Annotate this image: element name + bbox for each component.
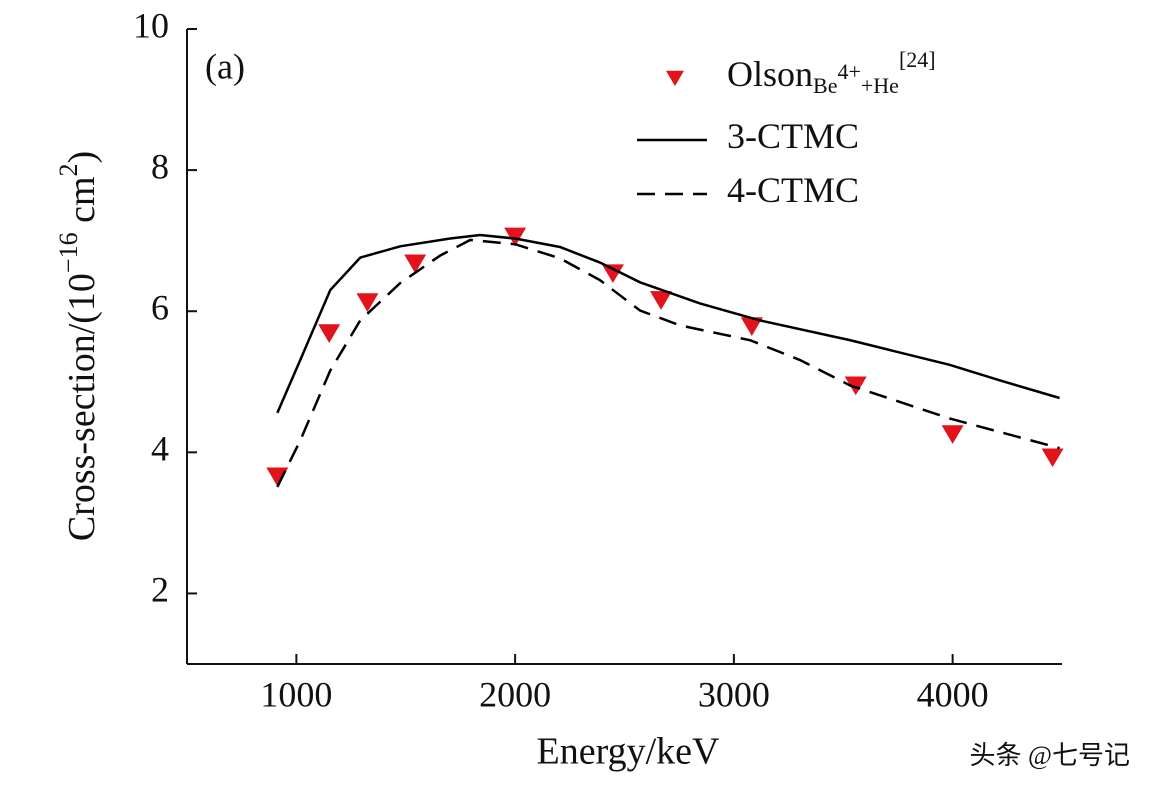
data-point [740,317,763,336]
x-tick-label: 4000 [917,674,989,714]
legend-name: 3-CTMC [727,116,859,156]
legend-sub-sup: 4+ [837,59,860,84]
data-point [601,264,624,284]
watermark: 头条 @七号记 [970,741,1130,770]
y-axis-label-part: cm [61,176,103,232]
data-point [504,227,527,247]
legend-name: Olson [727,54,813,94]
y-axis-label-part: ) [61,151,103,164]
data-point [1041,448,1064,468]
y-tick-label: 6 [151,287,169,327]
y-axis-label-part: −16 [54,232,83,273]
data-point [318,324,341,343]
x-tick-label: 3000 [698,674,770,714]
legend-sub: Be [813,73,837,98]
data-point [941,425,964,444]
annotation: (a) [205,46,245,86]
legend-label: OlsonBe4++He[24] [727,47,936,98]
legend-label: 3-CTMC [727,116,859,156]
legend-name: 4-CTMC [727,170,859,210]
legend-marker [666,70,684,87]
y-axis-label-part: Cross-section/(10 [61,273,103,541]
y-tick-label: 8 [151,146,169,186]
legend-sub-after: +He [861,73,899,98]
x-axis-label: Energy/keV [537,731,720,773]
data-point [650,291,673,310]
legend-sup: [24] [899,47,936,72]
y-axis-label: Cross-section/(10−16 cm2) [54,151,103,541]
x-tick-label: 2000 [479,674,551,714]
y-tick-label: 10 [133,5,169,45]
y-tick-label: 2 [151,570,169,610]
data-point [356,293,379,312]
x-tick-label: 1000 [260,674,332,714]
data-line [276,233,1060,414]
data-point [266,467,289,487]
data-point [404,254,427,274]
y-tick-label: 4 [151,429,169,469]
legend-label: 4-CTMC [727,170,859,210]
data-point [844,376,867,396]
y-axis-label-part: 2 [54,163,83,176]
